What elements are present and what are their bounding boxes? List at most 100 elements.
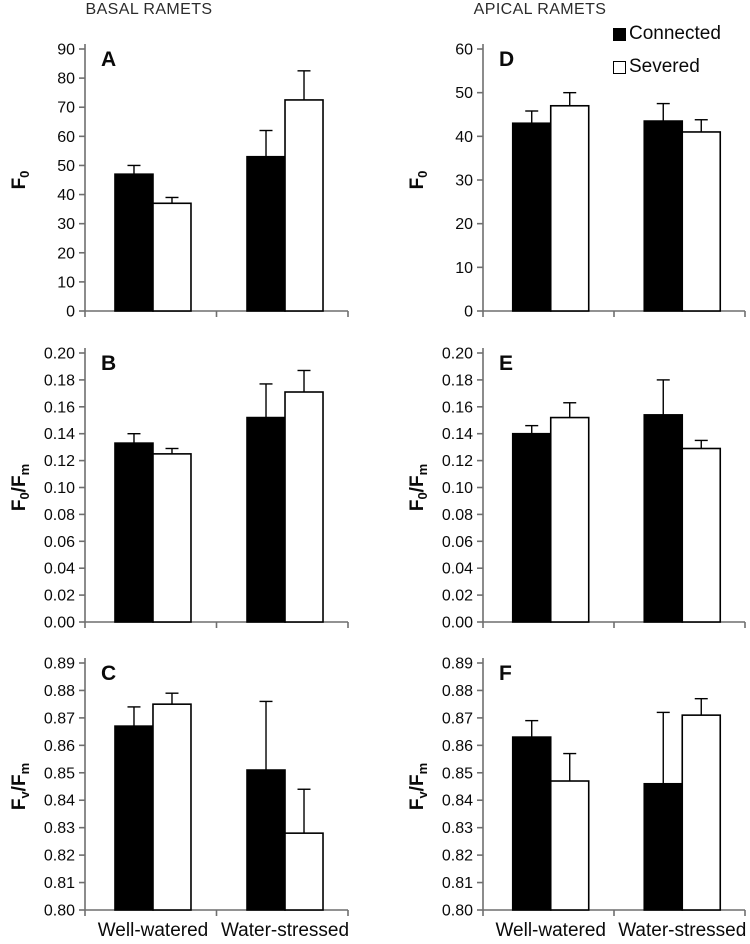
- bar-severed-water-stressed: [284, 832, 324, 911]
- y-tick-label: 70: [57, 100, 75, 117]
- y-tick-label: 0.80: [442, 903, 473, 920]
- y-tick-label: 0.08: [44, 507, 75, 524]
- bar-connected-well-watered: [511, 122, 552, 312]
- column-title-apical: APICAL RAMETS: [473, 1, 607, 18]
- y-tick-label: 0.12: [442, 453, 473, 470]
- y-tick-label: 0.10: [442, 480, 473, 497]
- legend-marker-connected-icon: [613, 27, 626, 41]
- y-tick-label: 0.20: [44, 346, 75, 363]
- bar-severed-water-stressed: [681, 447, 722, 623]
- panel-C-chart: 0.80 0.81 0.82 0.83 0.84 0.85 0.86 0.87 0.88 0.89…: [9, 656, 349, 942]
- y-tick-label: 0.82: [442, 848, 473, 865]
- y-axis-title: F0: [407, 171, 430, 190]
- panel-A-chart: 0 10 20 30 40 50 60 70 80 90 A F0: [9, 42, 349, 321]
- bar-connected-water-stressed: [246, 769, 286, 911]
- x-category-label: Well-watered: [98, 920, 209, 941]
- y-tick-label: 0.16: [442, 399, 473, 416]
- panel-E-chart: 0.00 0.02 0.04 0.06 0.08 0.10 0.12 0.14 0.16 0.18…: [407, 346, 746, 632]
- bar-connected-water-stressed: [246, 416, 286, 623]
- bar-connected-well-watered: [114, 442, 154, 623]
- y-tick-label: 0.83: [44, 820, 75, 837]
- panel-letter: F: [499, 662, 512, 685]
- y-tick-label: 30: [57, 216, 75, 233]
- panel-letter: A: [101, 48, 116, 71]
- bar-severed-well-watered: [549, 780, 590, 911]
- bar-severed-water-stressed: [284, 391, 324, 623]
- bar-connected-water-stressed: [246, 155, 286, 312]
- x-category-label: Water-stressed: [618, 920, 746, 941]
- y-axis-title: F0: [9, 171, 32, 190]
- bar-severed-well-watered: [152, 453, 192, 623]
- y-tick-label: 0.89: [44, 656, 75, 673]
- y-axis-title: Fv/Fm: [9, 763, 32, 810]
- y-tick-label: 0.20: [442, 346, 473, 363]
- bar-connected-well-watered: [114, 173, 154, 312]
- y-tick-label: 0.88: [44, 683, 75, 700]
- x-category-label: Well-watered: [495, 920, 606, 941]
- bar-severed-water-stressed: [284, 99, 324, 312]
- bar-severed-water-stressed: [681, 714, 722, 911]
- y-tick-label: 60: [455, 42, 473, 59]
- bar-severed-well-watered: [549, 104, 590, 312]
- y-tick-label: 0.12: [44, 453, 75, 470]
- y-tick-label: 0.81: [442, 875, 473, 892]
- y-tick-label: 0.16: [44, 399, 75, 416]
- y-tick-label: 0.89: [442, 656, 473, 673]
- y-tick-label: 0.87: [442, 710, 473, 727]
- y-tick-label: 0.04: [44, 561, 75, 578]
- y-tick-label: 0.84: [44, 793, 75, 810]
- bar-connected-well-watered: [511, 432, 552, 623]
- bar-severed-well-watered: [152, 703, 192, 911]
- y-tick-label: 50: [455, 85, 473, 102]
- y-tick-label: 0.86: [44, 738, 75, 755]
- y-tick-label: 0.87: [44, 710, 75, 727]
- y-tick-label: 0: [464, 304, 473, 321]
- y-tick-label: 30: [455, 173, 473, 190]
- y-tick-label: 0.00: [442, 615, 473, 632]
- panel-letter: E: [499, 352, 513, 375]
- panel-letter: C: [101, 662, 116, 685]
- y-tick-label: 0.88: [442, 683, 473, 700]
- bar-connected-well-watered: [114, 725, 154, 911]
- y-tick-label: 0.80: [44, 903, 75, 920]
- panel-B-chart: 0.00 0.02 0.04 0.06 0.08 0.10 0.12 0.14 0.16 0.18…: [9, 346, 349, 632]
- y-tick-label: 0.14: [442, 426, 473, 443]
- y-axis-title: Fv/Fm: [407, 763, 430, 810]
- y-tick-label: 0.81: [44, 875, 75, 892]
- legend-item-connected: Connected: [613, 23, 721, 45]
- y-tick-label: 0.02: [442, 588, 473, 605]
- column-title-basal: BASAL RAMETS: [85, 1, 213, 18]
- legend-marker-severed-icon: [613, 60, 626, 74]
- bar-connected-water-stressed: [643, 782, 684, 911]
- y-tick-label: 0.86: [442, 738, 473, 755]
- bar-connected-water-stressed: [643, 120, 684, 312]
- y-tick-label: 10: [57, 274, 75, 291]
- y-tick-label: 0.00: [44, 615, 75, 632]
- legend-label-severed: Severed: [629, 56, 700, 77]
- panel-D-chart: 0 10 20 30 40 50 60 D F0: [407, 42, 746, 321]
- y-tick-label: 40: [57, 187, 75, 204]
- y-tick-label: 0.82: [44, 848, 75, 865]
- y-tick-label: 80: [57, 71, 75, 88]
- y-tick-label: 0.06: [442, 534, 473, 551]
- y-tick-label: 10: [455, 260, 473, 277]
- y-tick-label: 0.08: [442, 507, 473, 524]
- bar-connected-well-watered: [511, 736, 552, 911]
- legend-item-severed: Severed: [613, 56, 721, 78]
- bar-severed-well-watered: [152, 202, 192, 312]
- y-tick-label: 90: [57, 42, 75, 59]
- panel-letter: D: [499, 48, 514, 71]
- y-tick-label: 0.04: [442, 561, 473, 578]
- y-axis-title: F0/Fm: [9, 464, 32, 511]
- y-tick-label: 0.18: [442, 372, 473, 389]
- legend: Connected Severed: [613, 23, 721, 78]
- y-tick-label: 0.10: [44, 480, 75, 497]
- x-category-label: Water-stressed: [221, 920, 349, 941]
- y-tick-label: 50: [57, 158, 75, 175]
- y-tick-label: 0.02: [44, 588, 75, 605]
- y-tick-label: 0.18: [44, 372, 75, 389]
- y-tick-label: 20: [57, 245, 75, 262]
- bar-severed-well-watered: [549, 416, 590, 623]
